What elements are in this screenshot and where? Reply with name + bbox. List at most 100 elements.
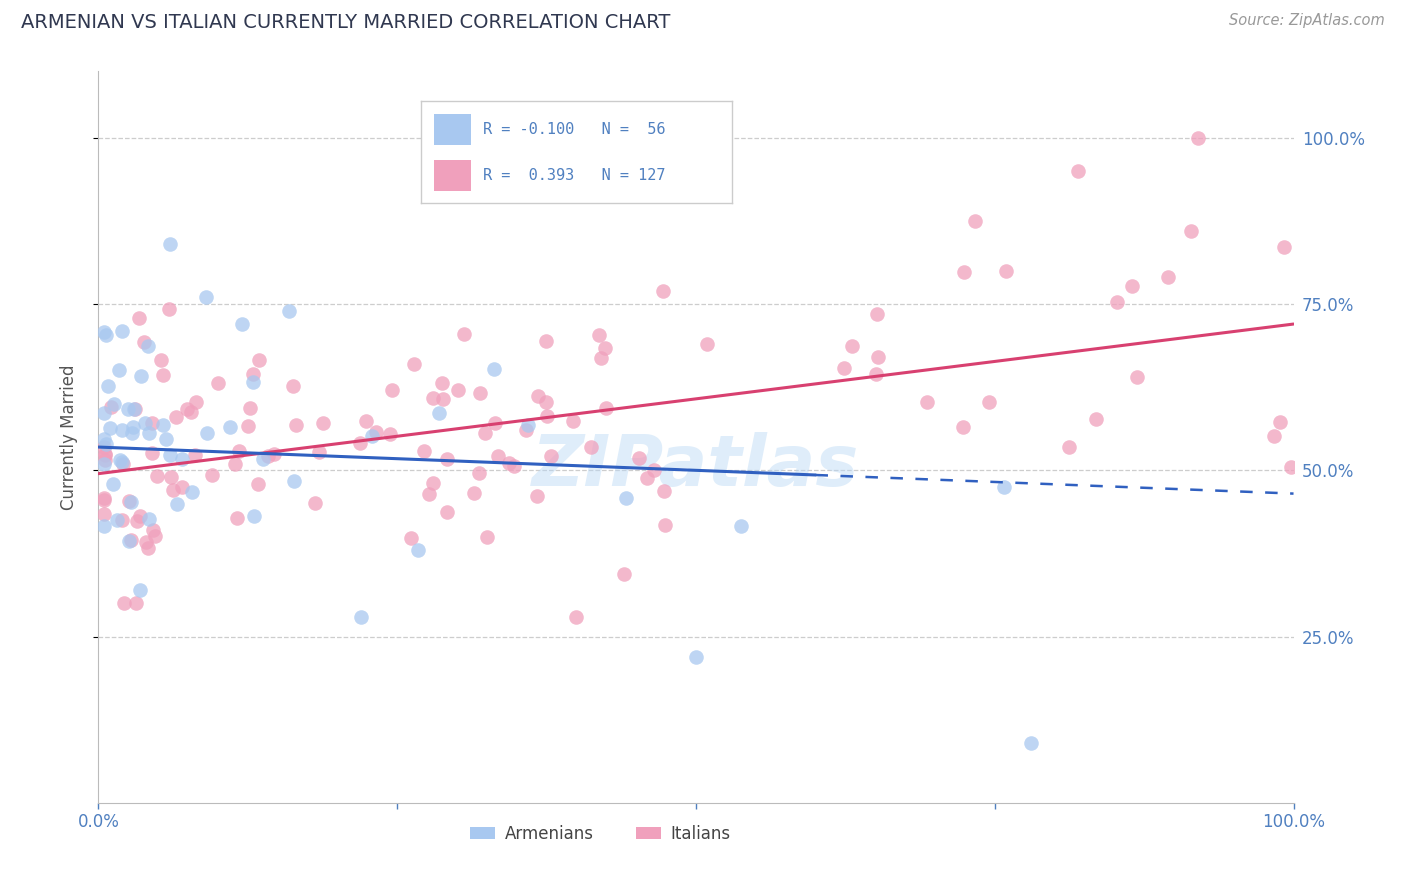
Point [170,451,193,466]
Point [243,509,266,524]
Point [534,395,557,409]
Point [470,385,492,400]
Point [654,517,676,532]
Point [136,339,159,353]
Text: ZIPatlas: ZIPatlas [533,432,859,500]
Point [917,395,939,409]
Point [117,401,139,416]
Point [111,455,134,469]
Point [868,350,890,364]
Point [117,493,139,508]
Point [696,337,718,351]
Point [122,401,145,416]
Point [180,405,202,419]
Point [841,339,863,353]
Point [166,497,188,511]
Point [172,480,194,494]
Point [252,451,274,466]
Point [350,609,373,624]
Point [1263,428,1285,442]
Point [124,402,146,417]
Point [283,474,305,488]
Point [195,290,218,304]
Point [412,444,434,458]
Point [103,396,125,410]
Text: Source: ZipAtlas.com: Source: ZipAtlas.com [1229,13,1385,29]
Point [536,409,558,423]
Point [96,327,118,342]
Point [995,263,1018,277]
Point [219,420,242,434]
Point [94,453,117,467]
Point [953,264,976,278]
Point [195,426,218,441]
Point [312,417,335,431]
Point [527,389,550,403]
Point [477,530,499,544]
Point [247,477,270,491]
Point [93,491,115,506]
Point [588,327,610,342]
Point [93,406,115,420]
Point [111,423,134,437]
Point [176,402,198,417]
Point [183,449,205,463]
Point [236,419,259,434]
Point [107,362,129,376]
Point [224,457,246,471]
Point [281,378,304,392]
Point [593,341,616,355]
Point [498,456,520,470]
Point [832,360,855,375]
Point [579,440,602,454]
Point [432,392,454,407]
Point [381,383,404,397]
Point [453,327,475,342]
Point [181,484,204,499]
Point [418,487,440,501]
Point [1105,295,1128,310]
Point [1187,131,1209,145]
Point [1057,440,1080,454]
Point [354,414,377,428]
Point [100,401,122,415]
Point [482,362,505,376]
Point [1180,224,1202,238]
Point [143,529,166,543]
Point [1157,270,1180,285]
Point [467,466,489,480]
Point [263,447,285,461]
Point [247,353,270,368]
Point [1121,279,1143,293]
Point [162,483,184,498]
Point [118,533,141,548]
Point [965,214,987,228]
Point [159,448,181,462]
Point [1270,415,1292,429]
Point [436,505,458,519]
Point [1019,736,1042,750]
Point [120,533,142,547]
Point [93,507,115,521]
Point [614,491,637,505]
Point [1272,240,1295,254]
Point [138,425,160,440]
Point [141,416,163,430]
Point [613,566,636,581]
Point [304,496,326,510]
Point [436,451,458,466]
Point [157,301,180,316]
Point [152,417,174,432]
Point [129,369,152,384]
Point [652,285,675,299]
Point [101,476,124,491]
Point [111,513,134,527]
Point [589,351,612,366]
Point [111,324,134,338]
Point [285,417,308,432]
Point [865,367,887,381]
Point [1084,412,1107,426]
Point [121,426,143,441]
Point [627,451,650,466]
Point [1126,370,1149,384]
